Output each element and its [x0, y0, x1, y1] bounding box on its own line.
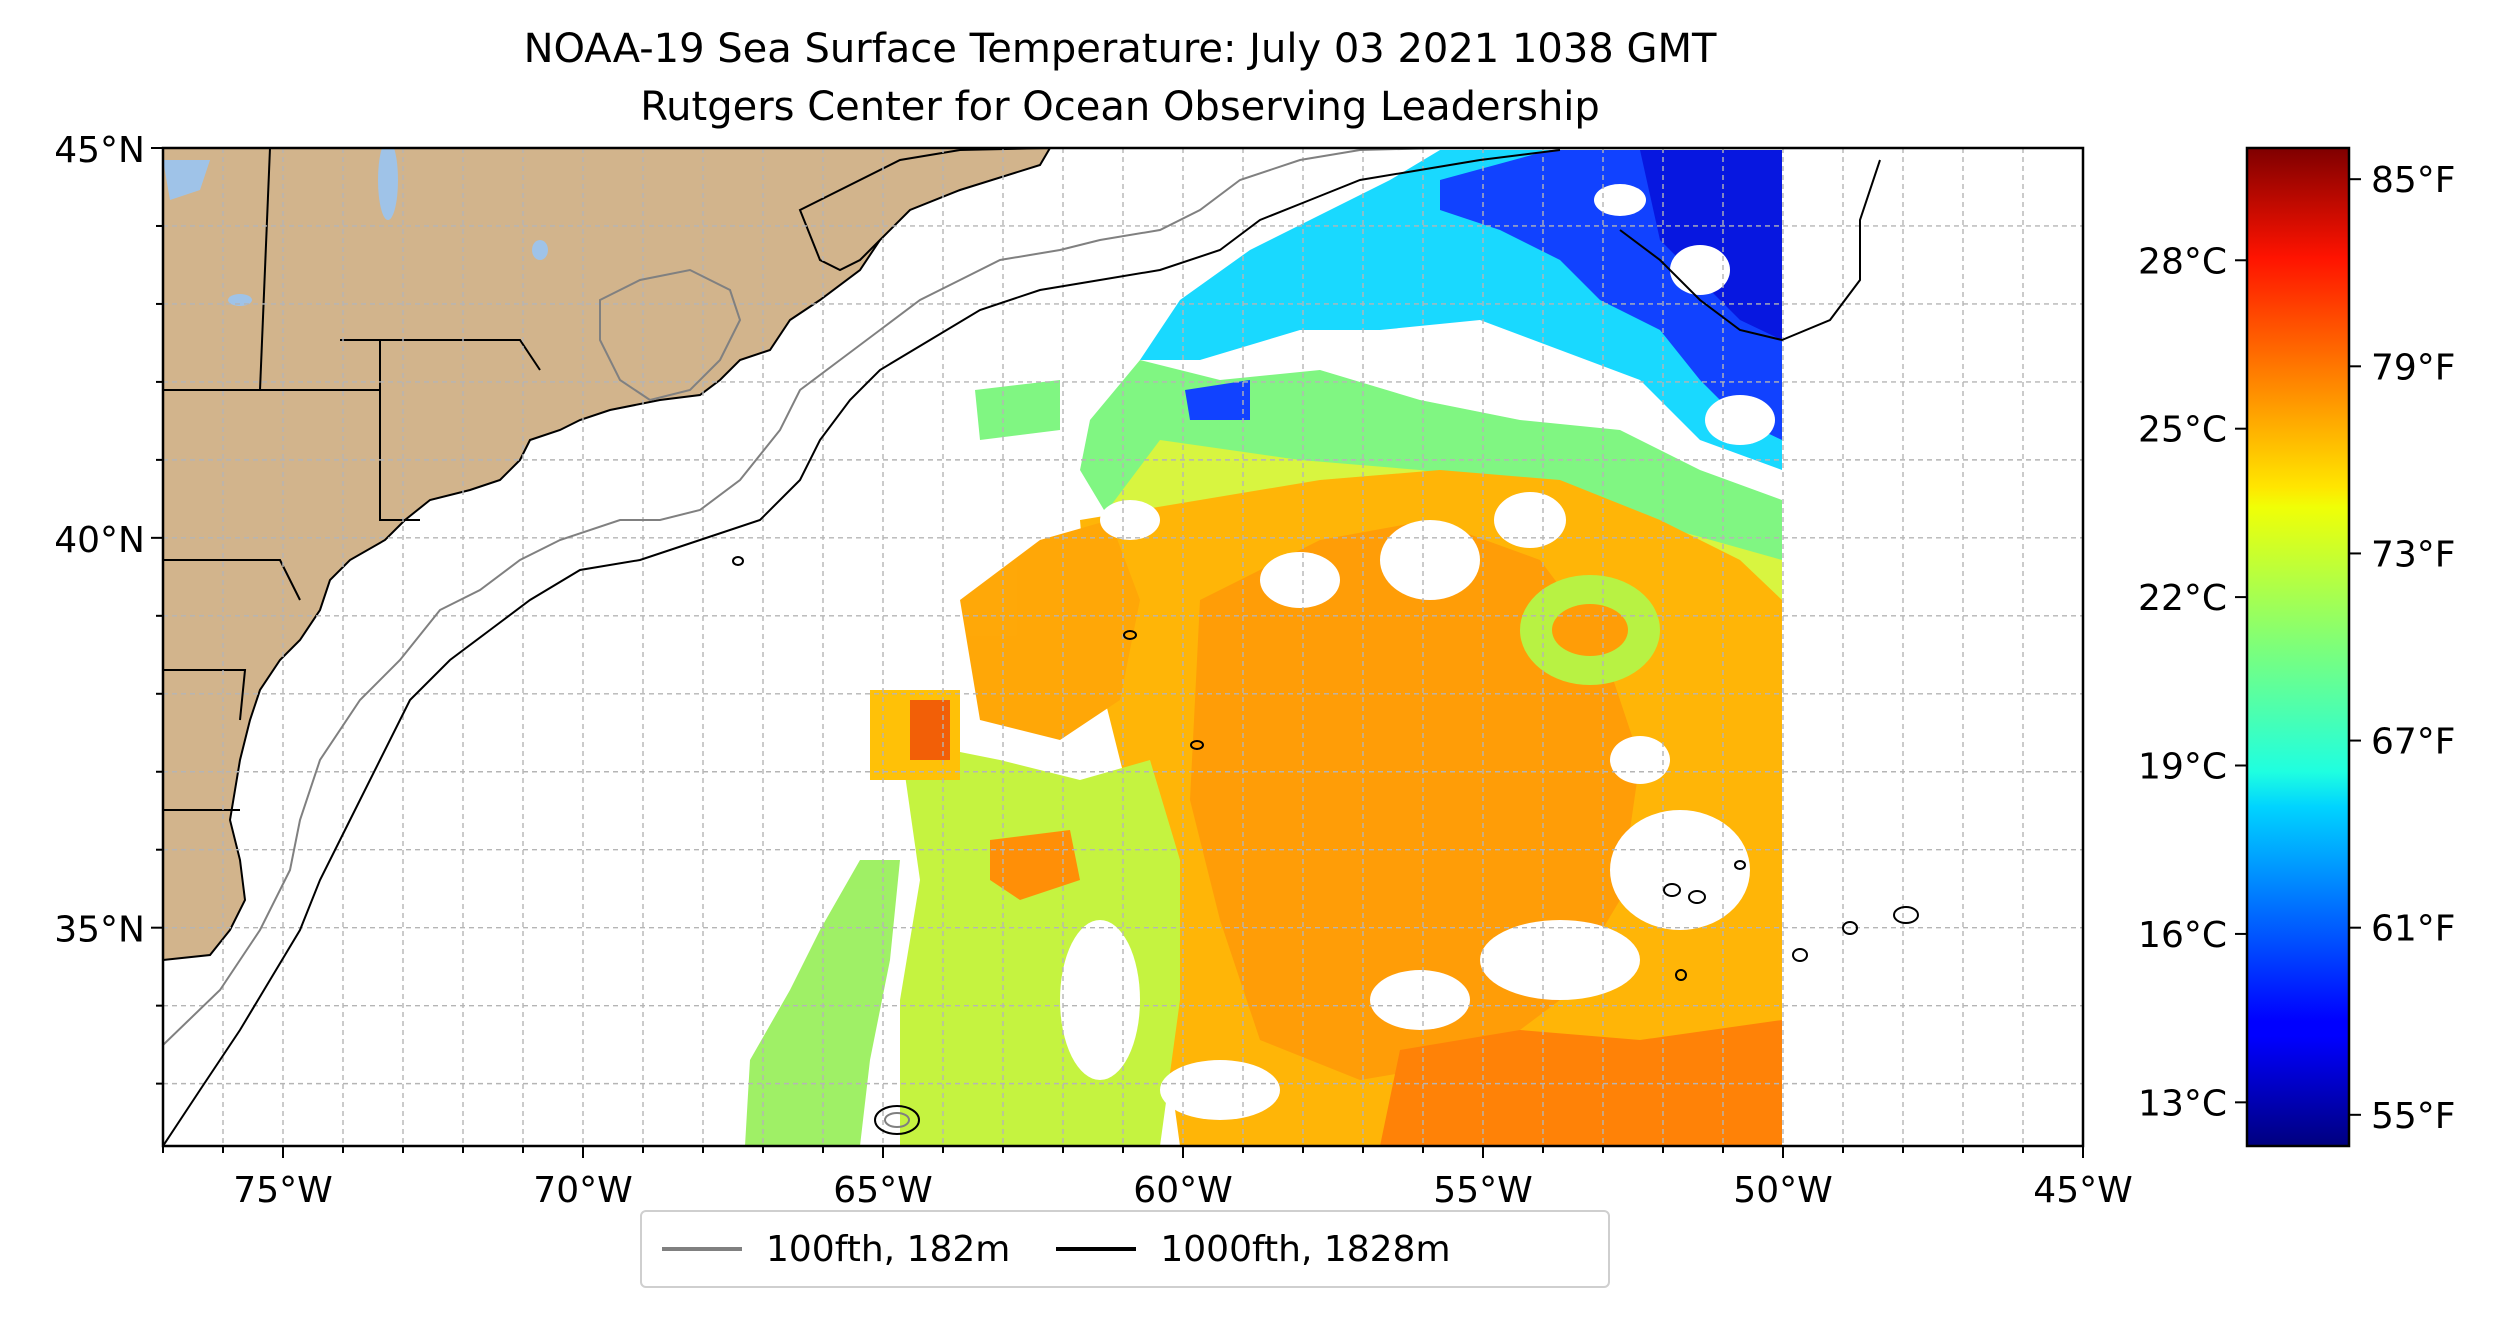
celsius-tick-label: 16°C: [2138, 915, 2227, 956]
longitude-labels: 75°W 70°W 65°W 60°W 55°W 50°W 45°W: [233, 1170, 2132, 1211]
fahrenheit-tick-label: 79°F: [2371, 347, 2456, 388]
latitude-labels: 45°N 40°N 35°N: [54, 130, 145, 951]
contour-1000fth-east: [1619, 159, 1881, 342]
contour-100fth: [163, 148, 1441, 1046]
lat-tick-label: 40°N: [54, 520, 145, 561]
lake-layer: [163, 148, 548, 306]
lon-tick-label: 60°W: [1133, 1170, 1232, 1211]
legend-line-1000fth: [1056, 1247, 1137, 1251]
fahrenheit-tick-label: 73°F: [2371, 534, 2456, 575]
colorbar: [2245, 146, 2351, 1148]
lon-tick-label: 65°W: [833, 1170, 932, 1211]
legend-label-1000fth: 1000fth, 1828m: [1160, 1228, 1451, 1270]
map-subtitle: Rutgers Center for Ocean Observing Leade…: [640, 84, 1600, 130]
seamount-contours: [732, 556, 1919, 1135]
contour-100fth-gulf: [599, 268, 742, 402]
gridlines: [163, 148, 2083, 1146]
colorbar-celsius-labels: 28°C 25°C 22°C 19°C 16°C 13°C: [2138, 241, 2227, 1124]
fahrenheit-tick-label: 67°F: [2371, 722, 2456, 763]
lon-tick-label: 70°W: [533, 1170, 632, 1211]
celsius-tick-label: 22°C: [2138, 578, 2227, 619]
lon-tick-label: 55°W: [1433, 1170, 1532, 1211]
lat-tick-label: 45°N: [54, 130, 145, 171]
axis-ticks: [151, 147, 2084, 1158]
legend-line-100fth: [662, 1247, 742, 1251]
state-borders: [163, 148, 541, 811]
lat-tick-label: 35°N: [54, 910, 145, 951]
land-layer: [163, 148, 1052, 962]
colorbar-ticks: [2235, 178, 2361, 1116]
celsius-tick-label: 25°C: [2138, 410, 2227, 451]
fahrenheit-tick-label: 85°F: [2371, 160, 2456, 201]
legend-item-100fth: 100fth, 182m: [662, 1229, 1010, 1270]
lon-tick-label: 50°W: [1733, 1170, 1832, 1211]
fahrenheit-tick-label: 61°F: [2371, 909, 2456, 950]
legend-item-1000fth: 1000fth, 1828m: [1056, 1228, 1451, 1270]
fahrenheit-tick-label: 55°F: [2371, 1096, 2456, 1137]
legend-label-100fth: 100fth, 182m: [766, 1228, 1011, 1270]
celsius-tick-label: 19°C: [2138, 747, 2227, 788]
celsius-tick-label: 13°C: [2138, 1083, 2227, 1124]
celsius-tick-label: 28°C: [2138, 241, 2227, 282]
contour-legend: 100fth, 182m 1000fth, 1828m: [640, 1210, 1610, 1288]
colorbar-fahrenheit-labels: 85°F 79°F 73°F 67°F 61°F 55°F: [2371, 160, 2456, 1137]
lon-tick-label: 45°W: [2033, 1170, 2132, 1211]
contour-1000fth: [163, 149, 1561, 1146]
lon-tick-label: 75°W: [233, 1170, 332, 1211]
map-title: NOAA-19 Sea Surface Temperature: July 03…: [523, 26, 1717, 72]
